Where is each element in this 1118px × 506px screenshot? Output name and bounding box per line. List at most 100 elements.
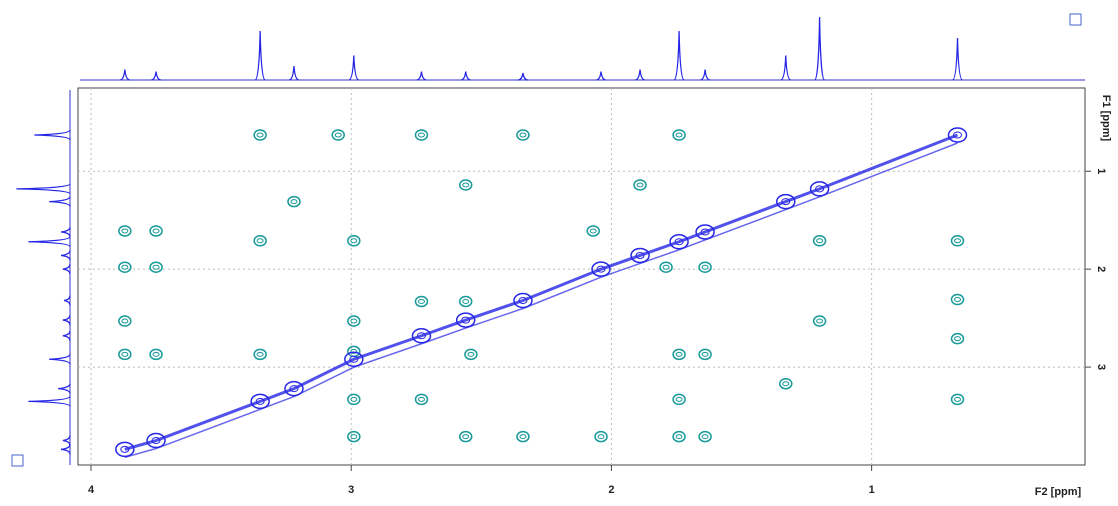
cross-peak xyxy=(347,315,361,327)
left-projection-peak xyxy=(58,383,71,394)
y-tick-label: 3 xyxy=(1095,364,1107,370)
cross-peak xyxy=(950,293,965,306)
cross-peak-core xyxy=(350,348,358,354)
cross-peak-core xyxy=(350,434,358,440)
cross-peak xyxy=(149,348,163,361)
y-axis-label: F1 [ppm] xyxy=(1100,95,1112,142)
cross-peak xyxy=(458,295,473,308)
diagonal-peak-core xyxy=(518,296,528,304)
cross-peak xyxy=(414,129,429,141)
left-projection-peak xyxy=(49,354,71,365)
top-projection-peak xyxy=(673,30,685,81)
top-projection-peak xyxy=(288,65,300,81)
cross-peak-core xyxy=(350,238,358,244)
cross-peak xyxy=(118,315,132,327)
cross-peak xyxy=(659,261,673,273)
cross-peak xyxy=(698,430,712,443)
x-tick-label: 2 xyxy=(608,484,614,496)
top-projection-peak xyxy=(460,71,471,81)
cross-peak-core xyxy=(675,396,683,402)
diagonal-peak xyxy=(344,351,364,367)
diagonal-peak-core xyxy=(674,238,684,246)
top-projection-peak xyxy=(348,55,360,81)
diagonal-peak-core xyxy=(289,385,299,393)
diagonal-peak-core xyxy=(349,355,359,363)
cross-peak-core xyxy=(462,182,470,188)
cross-peak-core xyxy=(816,238,824,244)
top-projection-peak xyxy=(150,71,162,81)
left-projection-peak xyxy=(61,226,71,238)
cross-peak xyxy=(594,430,608,443)
cross-peak xyxy=(779,377,793,390)
cross-peak-core xyxy=(519,132,527,138)
cross-peak-core xyxy=(816,318,824,324)
diagonal-line xyxy=(124,133,959,451)
cross-peak-core xyxy=(953,336,961,342)
cross-peak-core xyxy=(256,351,264,357)
cross-peak xyxy=(672,393,686,406)
diagonal-peak xyxy=(455,312,476,328)
cross-peak xyxy=(950,393,965,406)
diagonal-peak-core xyxy=(596,265,606,273)
diagonal-peak-core xyxy=(781,198,791,206)
x-tick-label: 4 xyxy=(88,484,95,496)
cross-peak xyxy=(464,348,478,361)
cross-peak xyxy=(812,315,827,327)
cross-peak xyxy=(672,129,686,141)
cross-peak xyxy=(950,235,965,247)
cross-peak xyxy=(149,261,163,273)
cross-peak xyxy=(118,348,132,361)
left-projection-peak xyxy=(16,183,71,195)
cross-peak-core xyxy=(462,434,470,440)
x-tick-label: 3 xyxy=(348,484,354,496)
cross-peak xyxy=(331,129,345,141)
diagonal-peak-core xyxy=(151,437,161,445)
cross-peak xyxy=(458,430,473,443)
cross-peak xyxy=(414,295,429,308)
left-projection-peak xyxy=(62,330,71,341)
left-projection-peak xyxy=(62,315,71,326)
cross-peak-core xyxy=(417,132,425,138)
cross-peak-core xyxy=(701,351,709,357)
left-projection-peak xyxy=(61,444,71,455)
cross-peak-core xyxy=(953,238,961,244)
cross-peak-core xyxy=(121,351,129,357)
top-projection-peak xyxy=(634,69,646,81)
cross-peak xyxy=(633,179,647,191)
diagonal-peak-core xyxy=(815,185,825,193)
diagonal-peak xyxy=(695,224,715,240)
diagonal-line xyxy=(124,142,958,459)
top-projection-peak xyxy=(517,72,529,81)
cross-peak-core xyxy=(675,351,683,357)
cross-peak-core xyxy=(701,434,709,440)
cross-peak xyxy=(149,225,163,237)
cross-peak-core xyxy=(121,318,129,324)
left-projection-peak xyxy=(34,129,71,141)
cross-peak-core xyxy=(782,381,790,387)
cross-peak-core xyxy=(121,228,129,234)
cross-peak-core xyxy=(417,298,425,304)
top-projection-peak xyxy=(416,71,427,81)
cross-peak xyxy=(516,129,530,141)
cross-peak xyxy=(414,393,429,406)
diagonal-peak xyxy=(411,327,432,344)
cross-peak xyxy=(458,179,473,191)
diagonal-peak xyxy=(146,432,166,449)
cross-peak-core xyxy=(953,396,961,402)
top-projection-peak xyxy=(780,55,791,81)
top-projection-peak xyxy=(699,69,711,81)
cross-peak-core xyxy=(597,434,605,440)
cross-peak-core xyxy=(462,298,470,304)
top-projection-peak xyxy=(595,71,607,81)
cross-peak-core xyxy=(334,132,342,138)
cross-peak-core xyxy=(953,297,961,303)
cross-peak-core xyxy=(417,396,425,402)
cross-peak-core xyxy=(152,351,160,357)
left-projection-peak xyxy=(62,435,71,446)
cross-peak xyxy=(253,235,267,247)
diagonal-peak-core xyxy=(120,445,130,453)
cross-peak xyxy=(253,348,267,361)
diagonal-peak xyxy=(513,292,533,309)
diagonal-peak-core xyxy=(416,332,426,340)
